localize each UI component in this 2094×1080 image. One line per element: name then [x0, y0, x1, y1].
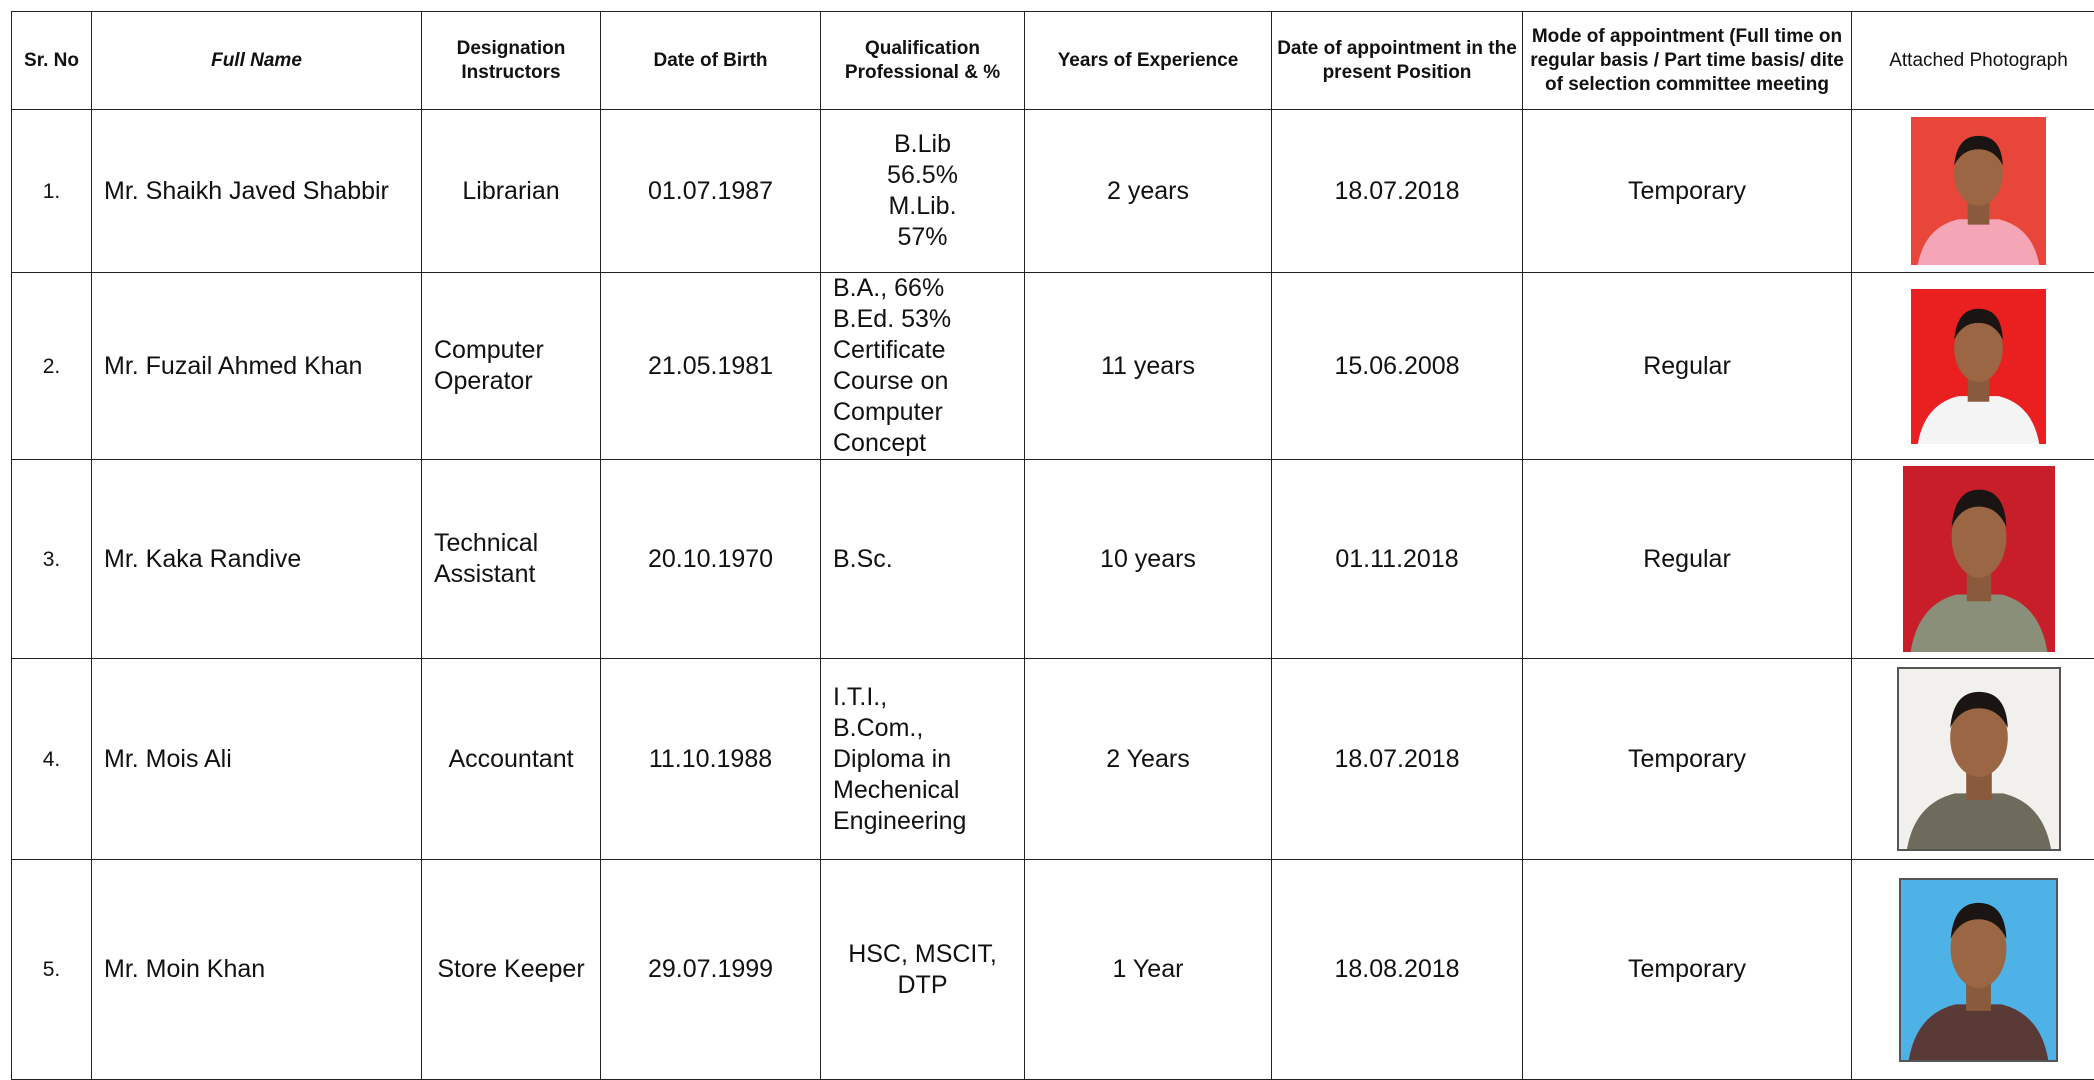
appointment-date: 01.11.2018 — [1272, 460, 1523, 659]
qualification: B.Sc. — [821, 460, 1025, 659]
qualification-line: Concept — [833, 428, 1012, 459]
appointment-date: 15.06.2008 — [1272, 273, 1523, 460]
qualification-line: B.Lib — [833, 129, 1012, 160]
serial-number: 4. — [12, 659, 92, 860]
date-of-birth: 21.05.1981 — [601, 273, 821, 460]
qualification-line: M.Lib. — [833, 191, 1012, 222]
header-cell: Sr. No — [12, 12, 92, 110]
header-cell: Date of Birth — [601, 12, 821, 110]
qualification-line: Diploma in — [833, 744, 1012, 775]
portrait — [1911, 289, 2046, 444]
serial-number: 1. — [12, 110, 92, 273]
full-name: Mr. Moin Khan — [92, 860, 422, 1080]
appointment-mode: Temporary — [1523, 110, 1852, 273]
photo-cell — [1852, 110, 2094, 273]
full-name: Mr. Shaikh Javed Shabbir — [92, 110, 422, 273]
experience: 2 years — [1025, 110, 1272, 273]
qualification-line: DTP — [833, 970, 1012, 1001]
qualification-line: HSC, MSCIT, — [833, 939, 1012, 970]
qualification: HSC, MSCIT,DTP — [821, 860, 1025, 1080]
full-name: Mr. Mois Ali — [92, 659, 422, 860]
experience: 11 years — [1025, 273, 1272, 460]
qualification-line: I.T.I., — [833, 682, 1012, 713]
designation: Librarian — [422, 110, 601, 273]
header-cell: Date of appointment in the present Posit… — [1272, 12, 1523, 110]
photo-cell — [1852, 659, 2094, 860]
photograph — [1903, 466, 2055, 652]
photograph — [1897, 667, 2061, 851]
appointment-mode: Temporary — [1523, 659, 1852, 860]
qualification-line: Course on — [833, 366, 1012, 397]
header-cell: Mode of appointment (Full time on regula… — [1523, 12, 1852, 110]
date-of-birth: 29.07.1999 — [601, 860, 821, 1080]
page: Sr. NoFull NameDesignation InstructorsDa… — [0, 0, 2094, 1071]
qualification-line: Engineering — [833, 806, 1012, 837]
appointment-mode: Regular — [1523, 273, 1852, 460]
appointment-date: 18.08.2018 — [1272, 860, 1523, 1080]
date-of-birth: 11.10.1988 — [601, 659, 821, 860]
qualification-line: B.Ed. 53% — [833, 304, 1012, 335]
photo-cell — [1852, 860, 2094, 1080]
qualification-line: 57% — [833, 222, 1012, 253]
designation: Accountant — [422, 659, 601, 860]
designation: Computer Operator — [422, 273, 601, 460]
date-of-birth: 20.10.1970 — [601, 460, 821, 659]
designation: Store Keeper — [422, 860, 601, 1080]
qualification-line: B.A., 66% — [833, 273, 1012, 304]
header-cell: Qualification Professional & % — [821, 12, 1025, 110]
portrait — [1911, 117, 2046, 265]
appointment-date: 18.07.2018 — [1272, 110, 1523, 273]
qualification-line: Computer — [833, 397, 1012, 428]
photograph — [1899, 878, 2058, 1062]
qualification-line: B.Com., — [833, 713, 1012, 744]
photograph — [1911, 117, 2046, 265]
full-name: Mr. Kaka Randive — [92, 460, 422, 659]
header-cell: Attached Photograph — [1852, 12, 2094, 110]
serial-number: 3. — [12, 460, 92, 659]
appointment-mode: Regular — [1523, 460, 1852, 659]
portrait — [1903, 466, 2055, 652]
qualification-line: Mechenical — [833, 775, 1012, 806]
qualification-line: Certificate — [833, 335, 1012, 366]
header-cell: Full Name — [92, 12, 422, 110]
photograph — [1911, 289, 2046, 444]
photo-cell — [1852, 273, 2094, 460]
appointment-date: 18.07.2018 — [1272, 659, 1523, 860]
experience: 10 years — [1025, 460, 1272, 659]
date-of-birth: 01.07.1987 — [601, 110, 821, 273]
photo-cell — [1852, 460, 2094, 659]
header-cell: Years of Experience — [1025, 12, 1272, 110]
qualification-line: B.Sc. — [833, 544, 1012, 575]
serial-number: 2. — [12, 273, 92, 460]
qualification-line: 56.5% — [833, 160, 1012, 191]
full-name: Mr. Fuzail Ahmed Khan — [92, 273, 422, 460]
experience: 2 Years — [1025, 659, 1272, 860]
header-cell: Designation Instructors — [422, 12, 601, 110]
experience: 1 Year — [1025, 860, 1272, 1080]
portrait — [1899, 669, 2059, 849]
appointment-mode: Temporary — [1523, 860, 1852, 1080]
designation: Technical Assistant — [422, 460, 601, 659]
portrait — [1901, 880, 2056, 1060]
serial-number: 5. — [12, 860, 92, 1080]
